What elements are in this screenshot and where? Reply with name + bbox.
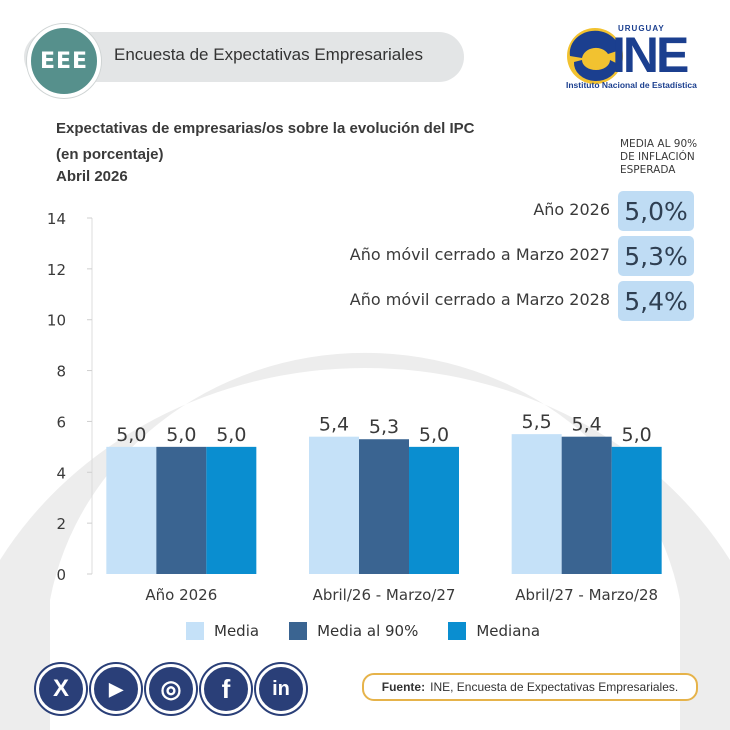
y-tick-label: 2	[56, 515, 66, 533]
bar	[561, 436, 612, 574]
chart-title: Expectativas de empresarias/os sobre la …	[56, 120, 475, 163]
logo-country: URUGUAY	[618, 24, 665, 33]
legend-swatch-media-90	[289, 622, 308, 640]
data-label: 5,4	[572, 414, 602, 436]
y-tick-label: 8	[56, 363, 66, 381]
logo-word: INE	[612, 27, 689, 83]
data-label: 5,0	[622, 424, 652, 446]
legend-item-media-90: Media al 90%	[289, 622, 418, 640]
legend-item-mediana: Mediana	[448, 622, 540, 640]
bar	[611, 446, 662, 574]
legend-swatch-media	[186, 622, 204, 640]
side-row-3: Año móvil cerrado a Marzo 2028 5,4%	[0, 281, 730, 321]
y-tick-label: 6	[56, 413, 66, 431]
instagram-icon[interactable]: ◎	[146, 664, 196, 714]
side-row-1: Año 2026 5,0%	[0, 191, 730, 231]
legend-swatch-mediana	[448, 622, 467, 640]
x-tick-label: Abril/27 - Marzo/28	[515, 586, 658, 604]
bar	[106, 446, 157, 574]
survey-badge: EEE	[27, 24, 101, 98]
y-tick-label: 10	[47, 312, 66, 330]
data-label: 5,3	[369, 416, 399, 438]
bar	[156, 446, 207, 574]
side-row-value: 5,3%	[618, 236, 694, 276]
bar	[511, 434, 562, 574]
data-label: 5,4	[319, 414, 349, 436]
source-label: Fuente:	[381, 680, 426, 694]
x-icon[interactable]: X	[36, 664, 86, 714]
x-tick-label: Año 2026	[145, 586, 217, 604]
header-title: Encuesta de Expectativas Empresariales	[114, 45, 423, 64]
data-label: 5,0	[166, 424, 196, 446]
side-row-label: Año móvil cerrado a Marzo 2028	[349, 290, 610, 309]
data-label: 5,0	[419, 424, 449, 446]
side-row-label: Año 2026	[533, 200, 610, 219]
legend-item-media: Media	[186, 622, 259, 640]
chart-subtitle: Abril 2026	[56, 168, 128, 185]
y-tick-label: 14	[47, 210, 66, 228]
bar	[206, 446, 257, 574]
data-label: 5,0	[216, 424, 246, 446]
x-tick-label: Abril/26 - Marzo/27	[313, 586, 456, 604]
facebook-icon[interactable]: f	[201, 664, 251, 714]
chart-legend: Media Media al 90% Mediana	[186, 622, 540, 640]
source-text: INE, Encuesta de Expectativas Empresaria…	[430, 680, 679, 694]
side-row-2: Año móvil cerrado a Marzo 2027 5,3%	[0, 236, 730, 276]
side-row-label: Año móvil cerrado a Marzo 2027	[349, 245, 610, 264]
logo-subtitle: Instituto Nacional de Estadística	[566, 80, 697, 90]
linkedin-icon[interactable]: in	[256, 664, 306, 714]
youtube-icon[interactable]: ▶	[91, 664, 141, 714]
bar	[309, 436, 359, 574]
bar	[409, 446, 459, 574]
legend-label: Media al 90%	[317, 622, 419, 640]
ine-logo-icon	[567, 28, 623, 84]
bar	[359, 439, 409, 574]
side-panel-heading: MEDIA AL 90% DE INFLACIÓN ESPERADA	[620, 138, 698, 176]
legend-label: Media	[214, 622, 260, 640]
source-note: Fuente: INE, Encuesta de Expectativas Em…	[362, 673, 698, 701]
side-row-value: 5,4%	[618, 281, 694, 321]
data-label: 5,0	[116, 424, 146, 446]
y-tick-label: 0	[56, 566, 66, 584]
y-tick-label: 12	[47, 261, 66, 279]
side-row-value: 5,0%	[618, 191, 694, 231]
y-tick-label: 4	[56, 464, 66, 482]
legend-label: Mediana	[476, 622, 541, 640]
data-label: 5,5	[522, 411, 552, 433]
